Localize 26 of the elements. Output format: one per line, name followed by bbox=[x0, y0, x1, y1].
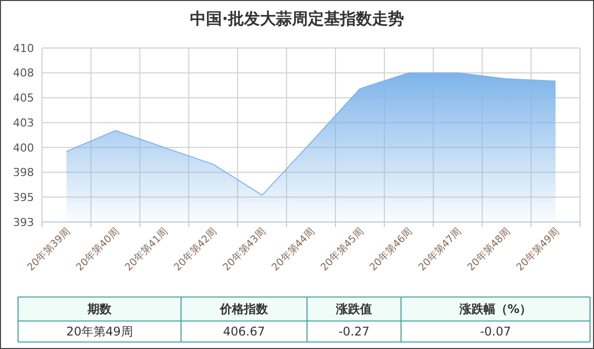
text: 20年第49周 bbox=[66, 324, 133, 339]
y-tick-label: 403 bbox=[13, 116, 34, 130]
y-tick-label: 395 bbox=[13, 190, 34, 204]
x-tick-label: 20年第40周 bbox=[74, 226, 122, 274]
text: 涨跌幅（%） bbox=[458, 302, 532, 316]
y-tick-label: 410 bbox=[13, 42, 34, 55]
x-tick-label: 20年第43周 bbox=[220, 226, 268, 274]
text: -0.07 bbox=[480, 324, 512, 339]
y-tick-label: 398 bbox=[13, 166, 34, 180]
chart-title: 中国·批发大蒜周定基指数走势 bbox=[190, 9, 404, 28]
y-tick-label: 408 bbox=[13, 66, 34, 80]
x-tick-label: 20年第46周 bbox=[367, 226, 415, 274]
text: 406.67 bbox=[223, 324, 265, 339]
x-tick-label: 20年第42周 bbox=[172, 226, 220, 274]
text: 价格指数 bbox=[219, 302, 269, 316]
x-tick-label: 20年第47周 bbox=[416, 226, 464, 274]
x-tick-label: 20年第41周 bbox=[122, 226, 170, 274]
x-tick-label: 20年第44周 bbox=[269, 226, 318, 274]
text: 涨跌值 bbox=[335, 302, 372, 316]
y-tick-label: 405 bbox=[13, 92, 34, 105]
y-tick-label: 400 bbox=[13, 141, 34, 154]
text: 期数 bbox=[86, 302, 112, 316]
text: -0.27 bbox=[338, 324, 370, 339]
x-tick-label: 20年第48周 bbox=[465, 226, 513, 274]
x-tick-label: 20年第45周 bbox=[318, 226, 366, 274]
x-tick-label: 20年第49周 bbox=[514, 226, 562, 274]
